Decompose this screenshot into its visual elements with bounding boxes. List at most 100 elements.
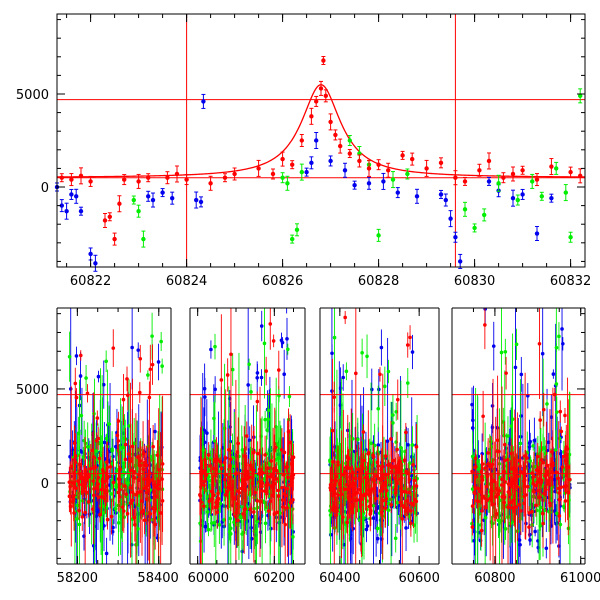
data-point-red — [497, 489, 502, 493]
data-point-red — [414, 484, 419, 488]
data-point-red — [252, 510, 256, 514]
data-point-green — [201, 448, 206, 452]
data-point-red — [504, 371, 508, 375]
data-point-green — [554, 410, 559, 414]
data-point-green — [294, 227, 300, 232]
data-point-red — [409, 521, 413, 526]
data-point-blue — [453, 235, 458, 240]
bottom-plot-area — [57, 299, 585, 564]
data-point-red — [477, 168, 482, 173]
data-point-red — [78, 353, 83, 358]
data-point-blue — [285, 337, 289, 341]
data-point-blue — [259, 375, 264, 380]
data-point-green — [332, 335, 337, 340]
data-point-green — [371, 503, 376, 508]
data-point-red — [479, 490, 484, 495]
data-point-blue — [259, 324, 264, 328]
data-point-green — [75, 503, 80, 508]
data-point-green — [539, 194, 544, 199]
data-point-red — [410, 156, 415, 162]
data-point-red — [519, 509, 523, 513]
data-point-red — [122, 177, 127, 182]
data-point-red — [349, 466, 354, 471]
data-point-red — [378, 372, 382, 377]
data-point-blue — [170, 195, 175, 201]
data-point-red — [532, 474, 536, 479]
data-point-red — [380, 484, 385, 489]
data-point-green — [132, 441, 136, 446]
data-point-red — [153, 482, 157, 487]
model-curve — [57, 84, 585, 178]
data-point-red — [371, 477, 376, 482]
data-point-red — [269, 459, 274, 463]
data-point-red — [476, 499, 480, 504]
data-point-red — [338, 488, 343, 493]
data-point-red — [264, 483, 268, 487]
data-point-red — [73, 381, 78, 386]
data-point-red — [146, 481, 150, 486]
data-point-blue — [136, 348, 141, 352]
data-point-green — [91, 451, 95, 456]
data-point-green — [578, 93, 583, 99]
data-point-red — [73, 486, 78, 491]
data-point-green — [554, 382, 559, 386]
data-point-green — [541, 445, 546, 450]
data-point-red — [222, 175, 228, 180]
data-point-red — [128, 468, 133, 473]
data-point-red — [523, 454, 527, 458]
data-point-green — [355, 437, 360, 442]
data-point-red — [109, 514, 114, 519]
y-tick-label: 5000 — [16, 88, 49, 103]
data-point-red — [83, 510, 87, 515]
data-point-red — [453, 175, 458, 180]
data-point-blue — [342, 168, 348, 173]
data-point-blue — [519, 372, 524, 377]
data-point-red — [268, 499, 273, 503]
data-point-red — [517, 502, 522, 507]
data-point-red — [229, 487, 233, 492]
data-point-red — [338, 143, 343, 149]
data-point-red — [148, 367, 153, 372]
data-point-red — [206, 453, 211, 457]
data-point-blue — [527, 532, 532, 537]
bottom-panel: 58200 58400 60000 60200 60400 60600 60800 61000… — [16, 299, 600, 586]
data-point-red — [332, 489, 337, 493]
data-point-green — [290, 236, 295, 242]
data-point-green — [79, 413, 84, 418]
data-point-green — [390, 177, 396, 182]
data-point-green — [131, 197, 136, 203]
data-point-blue — [472, 538, 476, 543]
data-point-blue — [59, 203, 64, 208]
data-point-green — [213, 344, 217, 349]
data-point-red — [354, 491, 359, 495]
data-point-red — [389, 503, 394, 507]
segment-data — [198, 299, 296, 564]
data-point-green — [348, 447, 353, 452]
data-point-red — [226, 447, 231, 452]
y-tick-label: 5000 — [16, 383, 49, 398]
data-point-red — [236, 518, 240, 523]
data-point-blue — [78, 208, 84, 214]
data-point-blue — [458, 259, 463, 264]
data-point-green — [503, 349, 508, 354]
data-point-red — [557, 514, 562, 518]
data-point-red — [199, 500, 203, 504]
data-point-red — [344, 465, 348, 470]
data-point-red — [502, 500, 507, 505]
data-point-green — [150, 334, 154, 338]
data-point-blue — [552, 509, 557, 513]
data-point-blue — [490, 404, 495, 408]
data-point-blue — [209, 347, 213, 352]
data-point-red — [544, 469, 549, 474]
data-point-red — [272, 481, 277, 486]
data-point-red — [366, 451, 371, 456]
data-point-red — [96, 475, 100, 480]
data-point-green — [104, 436, 109, 441]
data-point-red — [400, 503, 405, 508]
data-point-green — [247, 362, 251, 367]
data-point-red — [566, 465, 571, 470]
data-point-blue — [443, 197, 448, 203]
data-point-red — [80, 515, 85, 519]
data-point-blue — [371, 516, 376, 520]
data-point-blue — [285, 299, 289, 303]
